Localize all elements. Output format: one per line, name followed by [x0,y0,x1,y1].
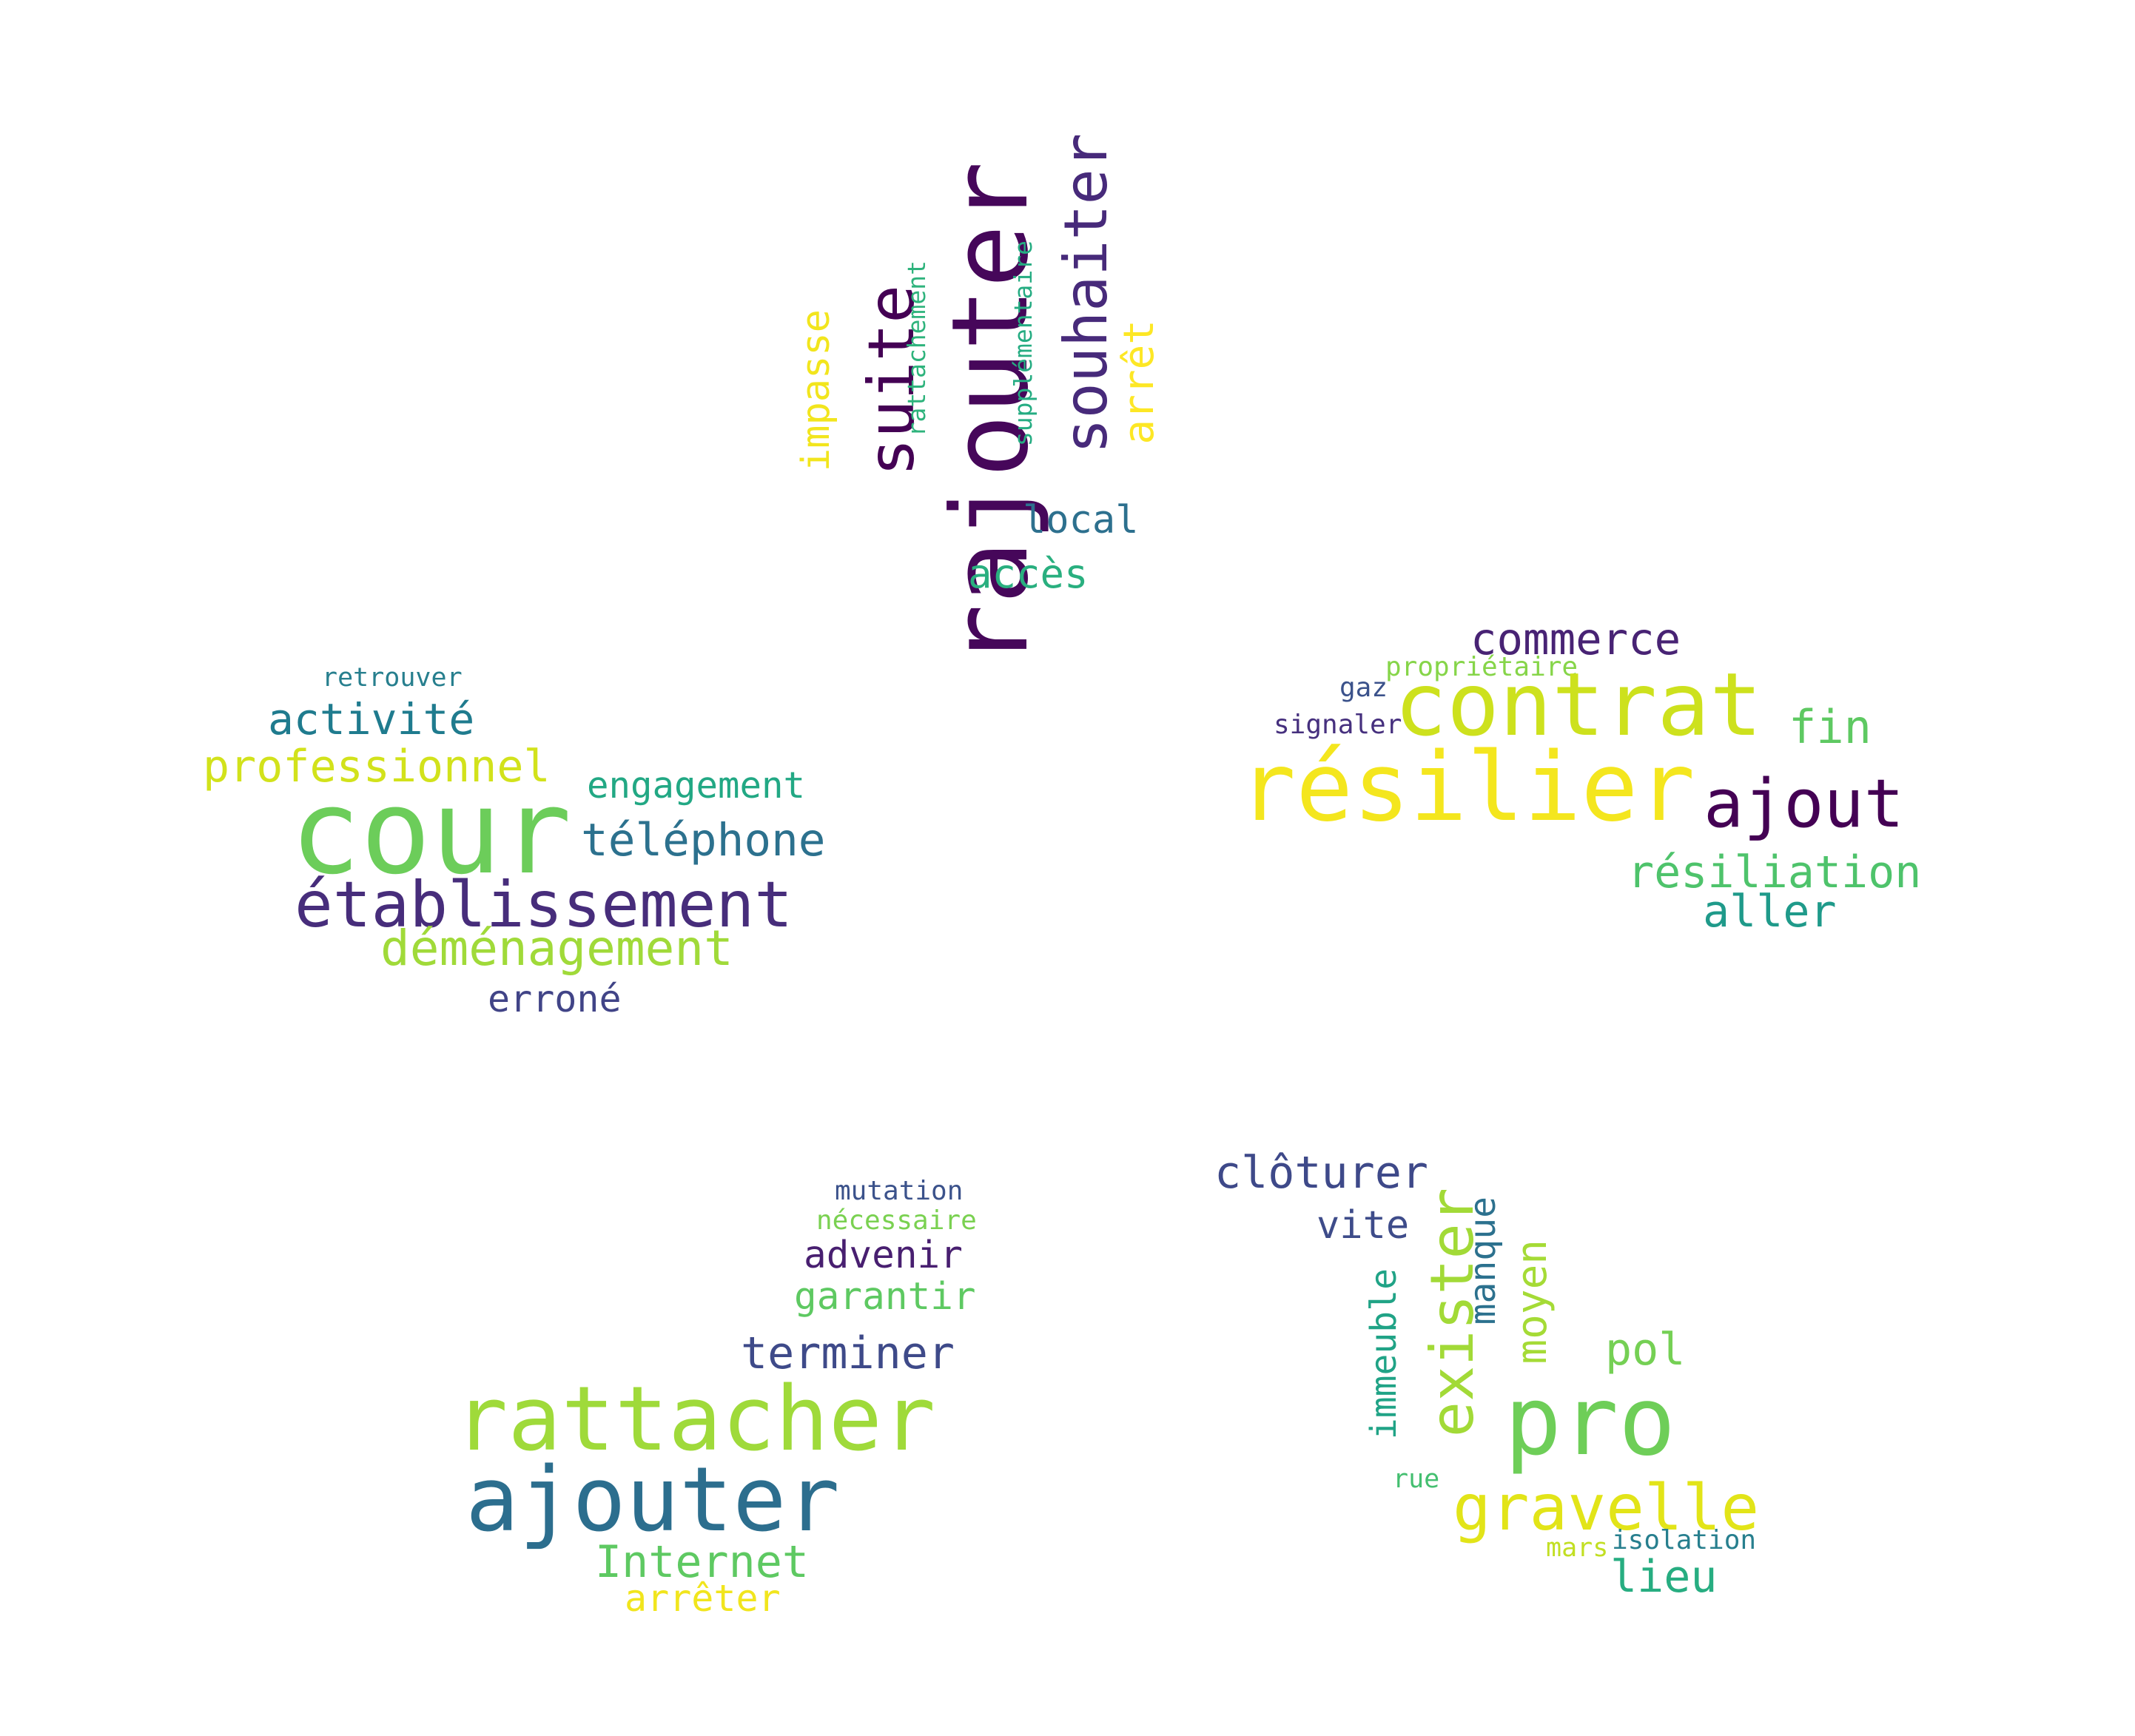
word-vite: vite [1317,1203,1410,1248]
word-resiliation: résiliation [1627,847,1922,898]
word-fin: fin [1789,700,1872,754]
word-contrat: contrat [1394,653,1763,756]
word-ajout: ajout [1704,765,1904,843]
word-ajouter: ajouter [465,1449,840,1552]
word-cour: cour [290,764,572,901]
word-moyen: moyen [1508,1239,1556,1365]
word-professionnel: professionnel [203,741,551,793]
word-garantir: garantir [794,1275,976,1319]
word-engagement: engagement [587,764,806,807]
word-acces: accès [968,551,1089,597]
word-cloturer: clôturer [1214,1147,1428,1199]
word-souhaiter: souhaiter [1052,133,1120,454]
word-retrouver: retrouver [322,663,463,693]
word-activite: activité [268,694,475,744]
word-mars: mars [1546,1533,1609,1563]
word-rattacher: rattacher [454,1368,936,1471]
word-telephone: téléphone [581,814,826,867]
word-local: local [1023,498,1139,542]
word-rue: rue [1393,1464,1440,1494]
word-errone: erroné [488,978,622,1020]
word-lieu: lieu [1610,1551,1718,1603]
word-commerce: commerce [1470,613,1681,665]
word-isolation: isolation [1612,1525,1757,1555]
word-etablissement: établissement [295,868,793,942]
word-supplementaire: supplémentaire [1009,240,1038,447]
word-gravelle: gravelle [1453,1471,1760,1545]
word-gaz: gaz [1339,673,1388,703]
word-manque: manque [1462,1197,1504,1325]
word-advenir: advenir [804,1234,963,1277]
word-signaler: signaler [1274,710,1402,740]
word-pro: pro [1504,1367,1676,1477]
word-demenagement: déménagement [380,920,733,977]
word-aller: aller [1703,886,1837,938]
word-necessaire: nécessaire [816,1205,977,1236]
word-proprietaire: propriétaire [1385,652,1578,682]
word-pol: pol [1605,1324,1686,1376]
word-terminer: terminer [741,1328,955,1379]
word-arreter: arrêter [625,1577,781,1620]
word-resilier: résilier [1239,733,1695,843]
word-internet: Internet [595,1536,809,1588]
word-arret: arrêt [1115,320,1163,445]
word-mutation: mutation [835,1176,964,1206]
word-impasse: impasse [794,309,838,472]
word-immeuble: immeuble [1363,1268,1405,1440]
word-rattachement: rattachement [902,260,931,437]
